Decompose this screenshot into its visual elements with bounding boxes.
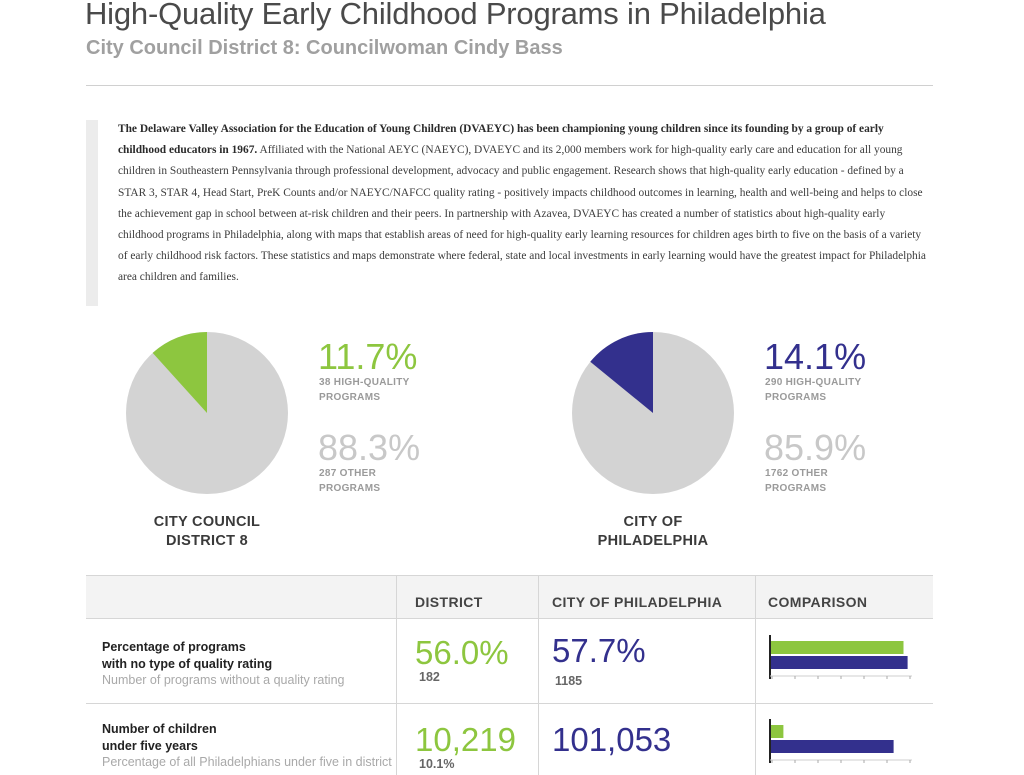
comparison-bar-district [771,641,904,654]
district-other-count: 287 OTHER PROGRAMS [319,468,381,494]
district-value: 56.0% [415,634,509,671]
district-pie-label: CITY COUNCIL DISTRICT 8 [153,514,261,549]
city-high-quality-percent: 14.1% [764,336,867,377]
comparison-bar-chart [769,719,912,763]
city-other-percent: 85.9% [764,427,867,468]
city-pie-label: CITY OF PHILADELPHIA [597,514,709,549]
city-subvalue: 1185 [555,674,583,688]
city-high-quality-count: 290 HIGH-QUALITY PROGRAMS [765,377,862,403]
row-sublabel: Percentage of all Philadelphians under f… [102,755,392,769]
column-header-comparison: COMPARISON [768,594,868,610]
pie-slice-high-quality [152,332,207,413]
district-high-quality-count: 38 HIGH-QUALITY PROGRAMS [319,377,410,403]
district-pie-chart [126,332,288,494]
comparison-bar-city [771,656,908,669]
district-high-quality-percent: 11.7% [318,336,418,377]
table-top-border [86,575,933,576]
column-header-city: CITY OF PHILADELPHIA [552,594,723,610]
district-other-percent: 88.3% [318,427,421,468]
page-title: High-Quality Early Childhood Programs in… [85,0,826,31]
page-subtitle: City Council District 8: Councilwoman Ci… [86,37,563,59]
table-column-divider [538,575,539,775]
title-divider [86,85,933,86]
table-header-background [86,575,933,619]
district-value: 10,219 [415,721,516,758]
intro-body-text: Affiliated with the National AEYC (NAEYC… [118,144,926,284]
comparison-bar-city [771,740,894,753]
column-header-district: DISTRICT [415,594,483,610]
comparison-bar-chart [769,635,912,679]
table-row-border [86,703,933,704]
district-subvalue: 182 [419,670,440,684]
district-subvalue: 10.1% [419,757,455,771]
table-column-divider [396,575,397,775]
quote-bar [86,120,98,306]
comparison-bar-district [771,725,784,738]
intro-bold-text: The Delaware Valley Association for the … [118,123,884,157]
city-value: 57.7% [552,632,646,669]
comparison-table: DISTRICT CITY OF PHILADELPHIA COMPARISON… [86,575,933,775]
row-sublabel: Number of programs without a quality rat… [102,673,345,687]
table-header-border [86,618,933,619]
table-column-divider [755,575,756,775]
row-label: Number of children under five years [102,722,217,753]
city-pie-chart [572,332,734,494]
city-value: 101,053 [552,721,672,758]
pie-slice-high-quality [590,332,653,413]
intro-paragraph: The Delaware Valley Association for the … [118,119,932,289]
row-label: Percentage of programs with no type of q… [102,640,273,671]
city-other-count: 1762 OTHER PROGRAMS [765,468,829,494]
